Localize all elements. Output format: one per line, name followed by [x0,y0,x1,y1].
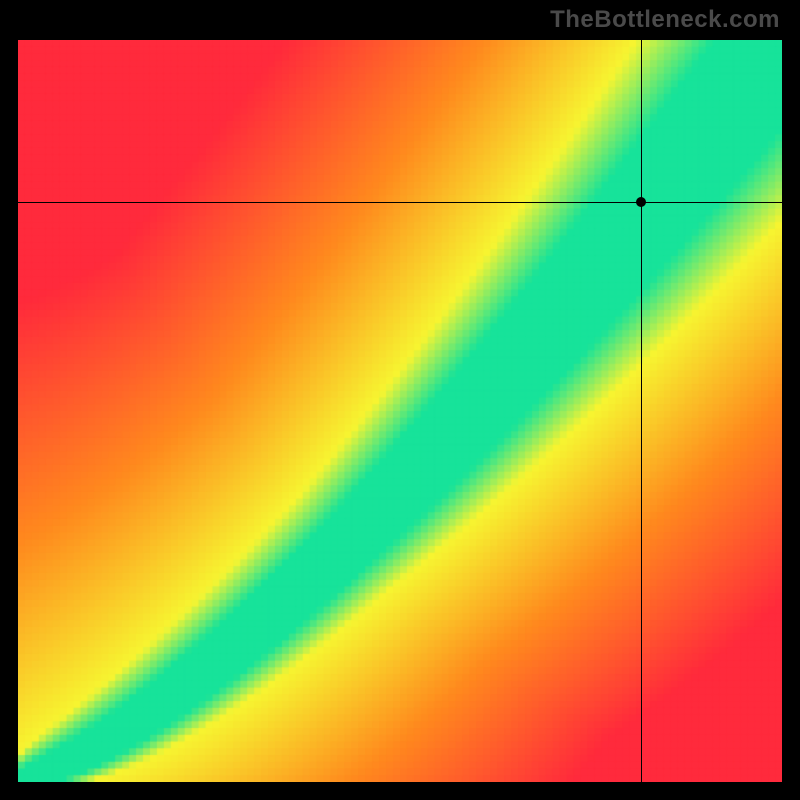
crosshair-vertical-line [641,40,642,782]
crosshair-horizontal-line [18,202,782,203]
heatmap-canvas [18,40,782,782]
watermark-text: TheBottleneck.com [550,6,780,34]
crosshair-dot [636,197,646,207]
heatmap-plot-area [18,40,782,782]
